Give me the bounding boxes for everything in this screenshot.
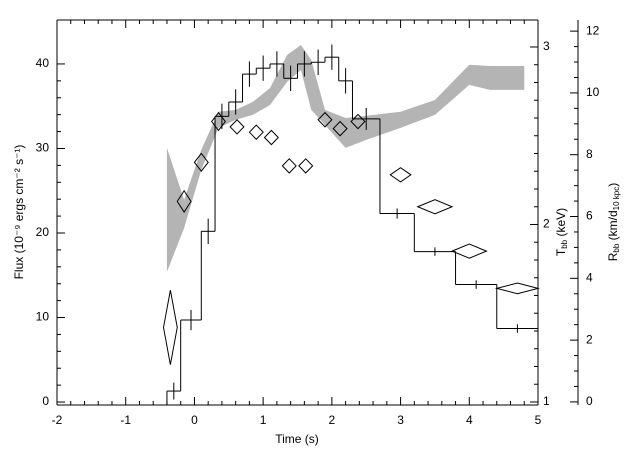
y3-tick-label: 4 [586,270,593,284]
diamond-marker [193,152,209,173]
diamond-marker [263,129,279,146]
diamond-marker [229,119,245,135]
diamond-marker [350,113,366,130]
label-part: (keV) [554,208,568,240]
label-part: R [606,252,620,261]
diamond-marker [248,124,264,140]
diamond-marker [298,158,314,174]
label-part: bb [560,239,569,248]
y2-tick-label: 3 [543,39,550,53]
diamond-marker [317,111,333,128]
label-part: 10 kpc [612,187,621,211]
diamond-marker [332,120,348,137]
y-tick-label: 0 [42,394,49,408]
y3-tick-label: 0 [586,394,593,408]
x-axis-label: Time (s) [275,432,319,446]
diamond-marker [281,158,297,174]
y-axis-label: Flux (10⁻⁹ ergs cm⁻² s⁻¹) [12,145,26,280]
y-tick-label: 30 [36,141,50,155]
x-tick-label: 5 [535,413,542,427]
y-tick-label: 40 [36,56,50,70]
y3-tick-label: 12 [586,23,600,37]
x-tick-label: 2 [329,413,336,427]
x-tick-label: 4 [466,413,473,427]
y3-tick-label: 6 [586,209,593,223]
y2-tick-label: 1 [543,394,550,408]
y2-axis-label: Tbb (keV) [554,208,569,256]
diamond-marker [210,111,226,132]
label-part: T [554,248,568,256]
label-part: bb [612,243,621,252]
radius-band [166,45,525,272]
y3-axis-label: Rbb (km/d10 kpc) [606,183,621,262]
y3-tick-label: 2 [586,332,593,346]
x-tick-label: 3 [397,413,404,427]
diamond-marker [176,189,192,213]
diamond-marker [416,199,454,215]
x-tick-label: -1 [120,413,131,427]
y-tick-label: 20 [36,225,50,239]
y3-tick-label: 8 [586,147,593,161]
x-tick-label: 1 [260,413,267,427]
y-tick-label: 10 [36,310,50,324]
y3-tick-label: 10 [586,85,600,99]
y2-tick-label: 2 [543,217,550,231]
band-layer [166,45,525,272]
main-layer [162,44,540,405]
x-tick-label: -2 [52,413,63,427]
diamond-marker [450,243,488,259]
diamond-marker [389,167,412,183]
label-part: (km/d [606,210,620,243]
diamond-marker [162,290,178,365]
x-tick-label: 0 [191,413,198,427]
label-part: ) [606,183,620,187]
